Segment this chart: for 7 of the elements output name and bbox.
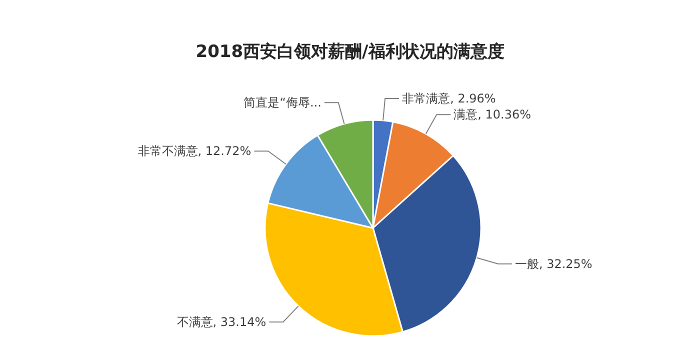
slice-label: 非常满意, 2.96% bbox=[402, 92, 496, 106]
slice-label: 简直是“侮辱... bbox=[244, 96, 322, 110]
slice-label: 非常不满意, 12.72% bbox=[138, 144, 252, 158]
chart-title: 2018西安白领对薪酬/福利状况的满意度 bbox=[194, 41, 506, 63]
slice-label: 满意, 10.36% bbox=[454, 108, 532, 122]
slice-label: 一般, 32.25% bbox=[514, 256, 592, 271]
slice-label: 不满意, 33.14% bbox=[176, 314, 266, 329]
